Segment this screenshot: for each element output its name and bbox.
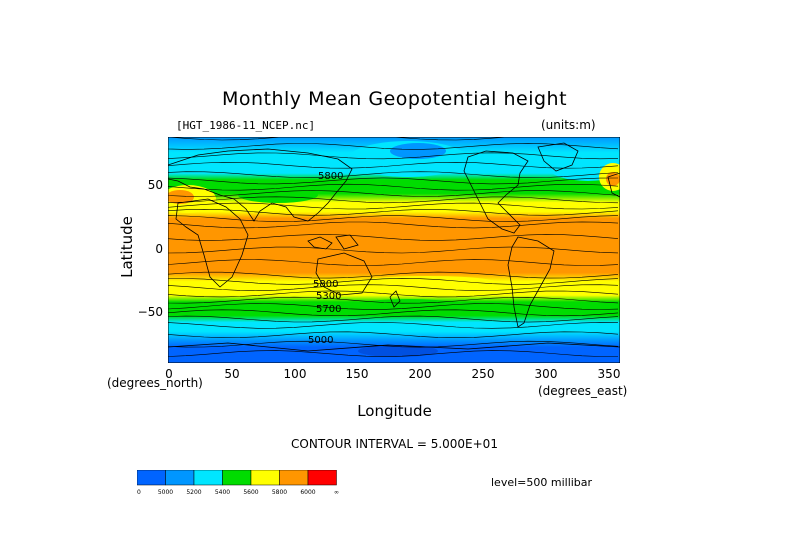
colorbar-label: 0 [137, 489, 141, 496]
colorbar-label: 6000 [300, 489, 315, 496]
colorbar-swatches [137, 470, 337, 486]
contour-line [168, 309, 619, 317]
x-tick-label: 300 [534, 367, 558, 381]
colorbar-swatch [222, 470, 252, 486]
contour-line [168, 161, 619, 169]
level-label: level=500 millibar [491, 476, 593, 489]
contour-lines [168, 137, 619, 357]
x-tick-label: 100 [283, 367, 307, 381]
contour-line [168, 271, 619, 279]
contour-line [168, 331, 619, 339]
colorbar: 0 5000 5200 5400 5600 5800 6000 ∞ [137, 470, 339, 496]
x-tick-label: 250 [471, 367, 495, 381]
contour-line [168, 190, 619, 197]
colorbar-label: 5000 [158, 489, 173, 496]
x-axis-label: Longitude [357, 402, 432, 420]
contour-line [168, 315, 619, 323]
contour-label: 5300 [316, 291, 341, 302]
colorbar-swatch [279, 470, 309, 486]
contour-line [168, 296, 619, 304]
contour-line [168, 259, 619, 266]
file-name-label: [HGT_1986-11_NCEP.nc] [176, 119, 316, 132]
colorbar-swatch [193, 470, 223, 486]
colorbar-label: ∞ [334, 489, 339, 496]
x-tick-label: 0 [165, 367, 173, 381]
contour-line [168, 183, 619, 191]
contour-line [168, 177, 619, 185]
contour-line [168, 303, 619, 310]
x-tick-label: 50 [224, 367, 240, 381]
contour-line [168, 137, 618, 141]
colorbar-label: 5600 [243, 489, 258, 496]
colorbar-label: 5200 [186, 489, 201, 496]
contour-line [168, 246, 619, 254]
contour-line [168, 350, 618, 357]
x-tick-label: 200 [408, 367, 432, 381]
chart-title: Monthly Mean Geopotential height [221, 88, 568, 110]
contour-label: 5700 [316, 304, 341, 315]
y-tick-label: 50 [147, 178, 163, 192]
y-axis-unit: (degrees_north) [107, 376, 203, 390]
contour-labels: 5800 5800 5000 5300 5700 [308, 171, 343, 346]
colorbar-swatch [137, 470, 166, 486]
contour-label: 5800 [313, 279, 338, 290]
colorbar-labels: 0 5000 5200 5400 5600 5800 6000 ∞ [137, 489, 339, 496]
contour-label: 5800 [318, 171, 343, 182]
contour-line [168, 278, 619, 285]
contour-line [168, 196, 619, 204]
contour-line [168, 234, 619, 241]
contour-interval-label: CONTOUR INTERVAL = 5.000E+01 [291, 437, 498, 451]
contour-line [168, 290, 619, 298]
contour-line [168, 208, 619, 216]
colorbar-swatch [307, 470, 337, 486]
contour-line [168, 340, 619, 348]
y-axis-label: Latitude [117, 216, 136, 278]
contour-line [168, 152, 619, 160]
y-tick-label: 0 [155, 242, 163, 256]
geopotential-height-map: 5800 5800 5000 5300 5700 [168, 137, 620, 363]
contour-line [168, 202, 619, 210]
contour-line [168, 322, 619, 329]
x-tick-label: 350 [597, 367, 621, 381]
y-tick-label: −50 [137, 305, 163, 319]
colorbar-label: 5800 [272, 489, 287, 496]
contour-line [168, 221, 619, 229]
colorbar-swatch [250, 470, 280, 486]
contour-label: 5000 [308, 335, 333, 346]
x-tick-label: 150 [345, 367, 369, 381]
colorbar-label: 5400 [215, 489, 230, 496]
x-axis-unit: (degrees_east) [538, 384, 628, 398]
contour-line [168, 143, 619, 150]
contour-line [168, 171, 619, 178]
units-label: (units:m) [541, 118, 596, 132]
colorbar-swatch [165, 470, 195, 486]
coastlines [168, 142, 620, 352]
contour-line [168, 215, 619, 222]
